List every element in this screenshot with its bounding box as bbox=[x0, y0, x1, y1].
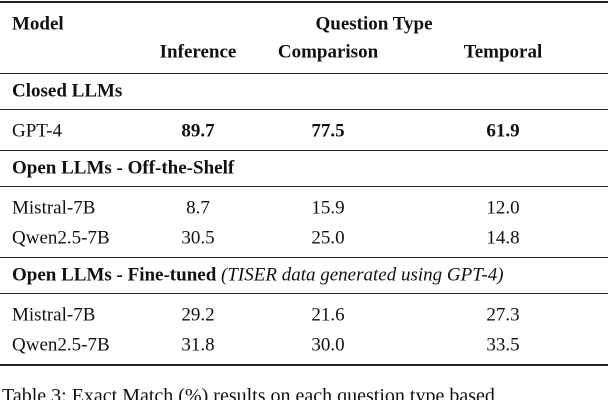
cell-value: 25.0 bbox=[311, 227, 345, 249]
cell-value: 31.8 bbox=[181, 334, 215, 356]
section-title: Open LLMs - Fine-tuned (TISER data gener… bbox=[12, 264, 504, 286]
row-model: Mistral-7B bbox=[12, 197, 96, 219]
cell-value: 14.8 bbox=[486, 227, 520, 249]
header-model: Model bbox=[12, 13, 64, 35]
row-model: Qwen2.5-7B bbox=[12, 334, 110, 356]
cell-value: 27.3 bbox=[486, 304, 520, 326]
cell-value: 8.7 bbox=[186, 197, 210, 219]
cell-value: 21.6 bbox=[311, 304, 345, 326]
section-note: (TISER data generated using GPT-4) bbox=[216, 264, 504, 286]
cell-value: 12.0 bbox=[486, 197, 520, 219]
cell-value: 30.0 bbox=[311, 334, 345, 356]
rule bbox=[0, 150, 608, 151]
header-column: Comparison bbox=[277, 41, 379, 63]
cell-value: 30.5 bbox=[181, 227, 215, 249]
cell-value: 15.9 bbox=[311, 197, 345, 219]
caption: Table 3: Exact Match (%) results on each… bbox=[2, 385, 495, 400]
cell-value: 29.2 bbox=[181, 304, 215, 326]
row-model: GPT-4 bbox=[12, 120, 62, 142]
header-group: Question Type bbox=[315, 13, 433, 35]
rule bbox=[0, 364, 608, 366]
section-title: Open LLMs - Off-the-Shelf bbox=[12, 157, 235, 179]
rule bbox=[0, 186, 608, 187]
rule bbox=[0, 73, 608, 74]
cell-value: 89.7 bbox=[181, 120, 215, 142]
cell-value: 33.5 bbox=[486, 334, 520, 356]
header-column: Inference bbox=[159, 41, 237, 63]
rule bbox=[0, 257, 608, 258]
section-title: Closed LLMs bbox=[12, 80, 123, 102]
rule bbox=[0, 109, 608, 110]
rule bbox=[0, 293, 608, 294]
cell-value: 77.5 bbox=[311, 120, 345, 142]
rule bbox=[0, 1, 608, 3]
header-column: Temporal bbox=[463, 41, 543, 63]
row-model: Qwen2.5-7B bbox=[12, 227, 110, 249]
cell-value: 61.9 bbox=[486, 120, 520, 142]
row-model: Mistral-7B bbox=[12, 304, 96, 326]
